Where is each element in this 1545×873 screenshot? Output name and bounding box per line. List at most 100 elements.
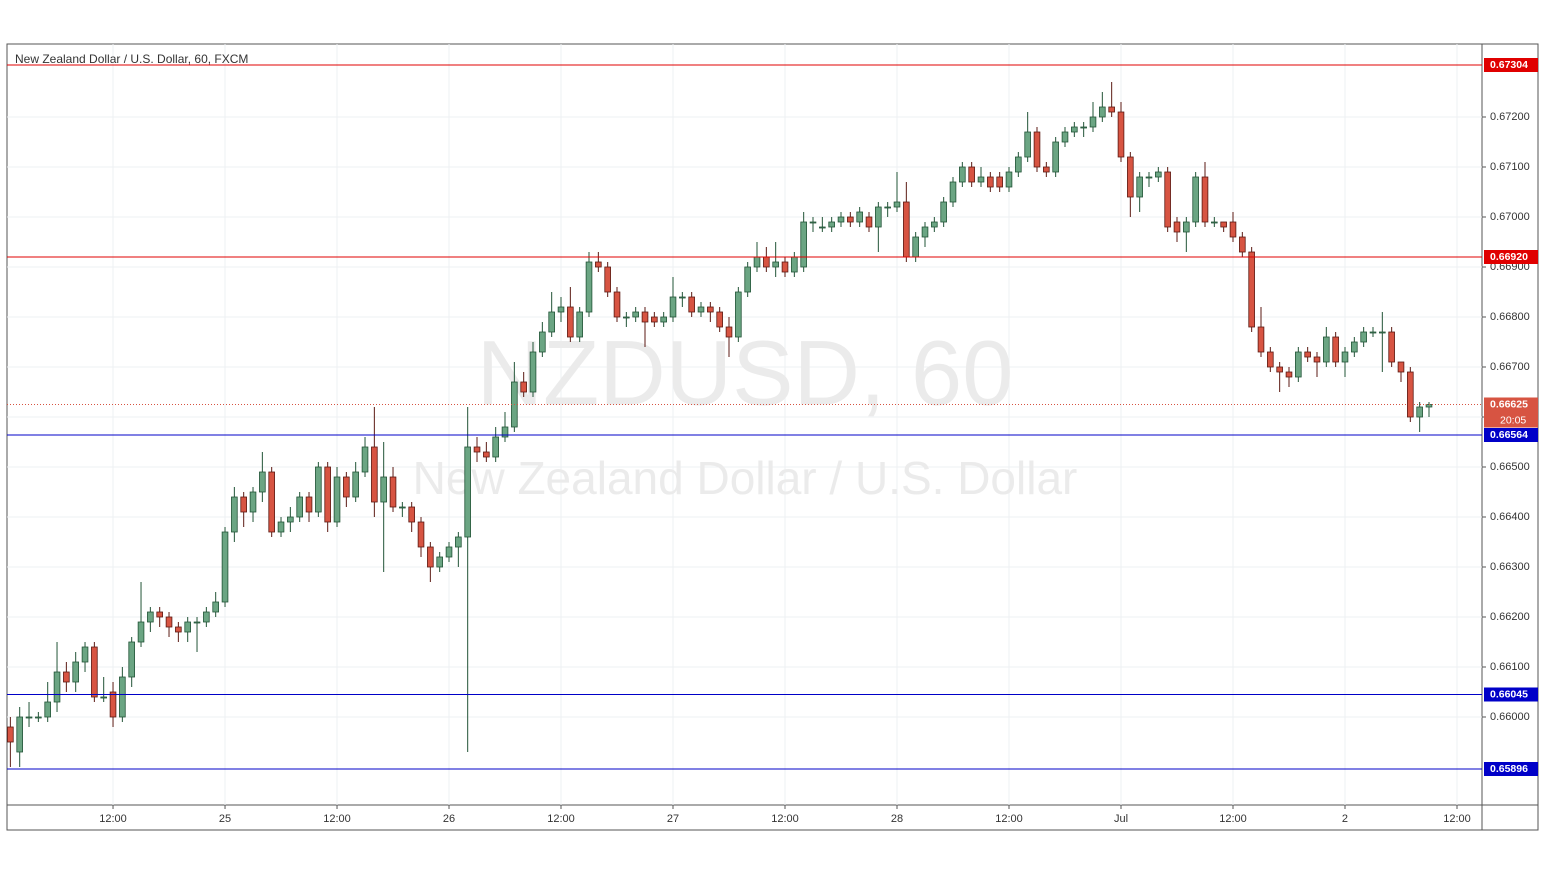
candle-body [651,316,658,323]
candle-body [1267,351,1274,368]
candle-body [1388,331,1395,363]
candle-body [921,226,929,238]
level-label-box [1484,762,1538,776]
candle-body [1220,221,1227,228]
candle-body [697,306,705,313]
candle-body [417,521,425,548]
candle-body [940,201,947,223]
candle-body [996,176,1003,188]
x-tick-label: 12:00 [771,813,799,825]
candle-body [361,446,369,473]
candle-body [16,716,23,753]
candle-body [427,546,434,568]
candle-body [585,261,593,313]
candle-body [240,496,247,513]
candle-body [968,166,975,183]
candle-body [100,696,107,699]
candle-body [520,381,527,393]
candle-body [707,306,714,313]
candle-body [436,556,443,568]
candle-body [744,266,751,293]
candle-body [875,206,882,228]
candle-body [623,316,630,319]
level-label: 0.67304 [1490,59,1528,71]
candle-body [1117,111,1125,158]
candle-body [212,601,219,613]
candle-body [1201,176,1209,223]
candle-body [445,546,453,558]
candle-body [865,216,873,228]
candle-body [1192,176,1199,223]
overlay: 12:00 25 12:00 26 12:00 27 12:00 28 12:00 Jul 12:0… [7,58,1538,825]
candle-body [893,201,901,208]
candle-body [679,296,686,299]
candle-body [809,221,817,224]
candle-body [1183,221,1190,233]
candle-body [119,676,126,718]
candle-body [287,516,294,523]
candle-body [847,216,854,223]
candle-body [1397,361,1405,373]
candle-body [977,176,985,183]
candle-body [203,611,210,623]
candle-body [455,536,462,548]
candle-body [53,671,61,703]
x-tick-label: 12:00 [323,813,351,825]
candle-body [1360,331,1367,343]
candle-body [184,621,191,633]
candle-body [1099,106,1106,118]
x-tick-label: 2 [1342,813,1348,825]
candle-body [72,661,79,683]
candle-body [595,261,602,268]
candle-body [725,326,733,338]
candle-body [688,296,695,313]
candle-body [1033,131,1041,168]
candle-body [259,471,266,493]
candle-body [800,221,807,268]
candle-body [464,446,471,538]
last-price-box [1484,397,1538,428]
candle-body [987,176,994,188]
candle-body [501,426,509,438]
candle-body [175,626,182,633]
y-tick-label: 0.66100 [1490,661,1530,673]
candle-body [492,436,499,458]
candle-body [1369,331,1377,334]
candle-body [1005,171,1013,188]
y-tick-label: 0.66300 [1490,561,1530,573]
candle-body [781,261,789,273]
candle-body [63,671,70,683]
y-tick-label: 0.66800 [1490,311,1530,323]
x-tick-label: Jul [1114,813,1128,825]
candle-body [1341,351,1349,363]
candle-body [1145,176,1153,179]
candle-body [1043,166,1050,173]
y-tick-label: 0.66500 [1490,461,1530,473]
candles [7,82,1433,767]
candle-body [1407,371,1414,418]
candle-body [1257,326,1265,353]
candle-body [7,726,14,743]
candle-body [1304,351,1311,358]
candle-body [772,261,779,268]
candle-body [856,211,863,223]
candle-body [604,266,611,293]
candle-body [1285,371,1293,378]
candle-body [1155,171,1162,178]
candle-body [1313,356,1321,363]
y-tick-label: 0.66200 [1490,611,1530,623]
candle-body [931,221,938,228]
candle-body [949,181,957,203]
candle-body [735,291,742,338]
candle-body [408,506,415,523]
x-tick-label: 27 [667,813,679,825]
candle-body [1127,156,1134,198]
candle-body [44,701,51,718]
x-tick-label: 12:00 [1443,813,1471,825]
candle-body [1211,221,1218,224]
candle-body [1089,116,1097,128]
x-tick-label: 26 [443,813,455,825]
x-tick-label: 12:00 [995,813,1023,825]
level-label-box [1484,428,1538,442]
candle-body [389,476,397,508]
